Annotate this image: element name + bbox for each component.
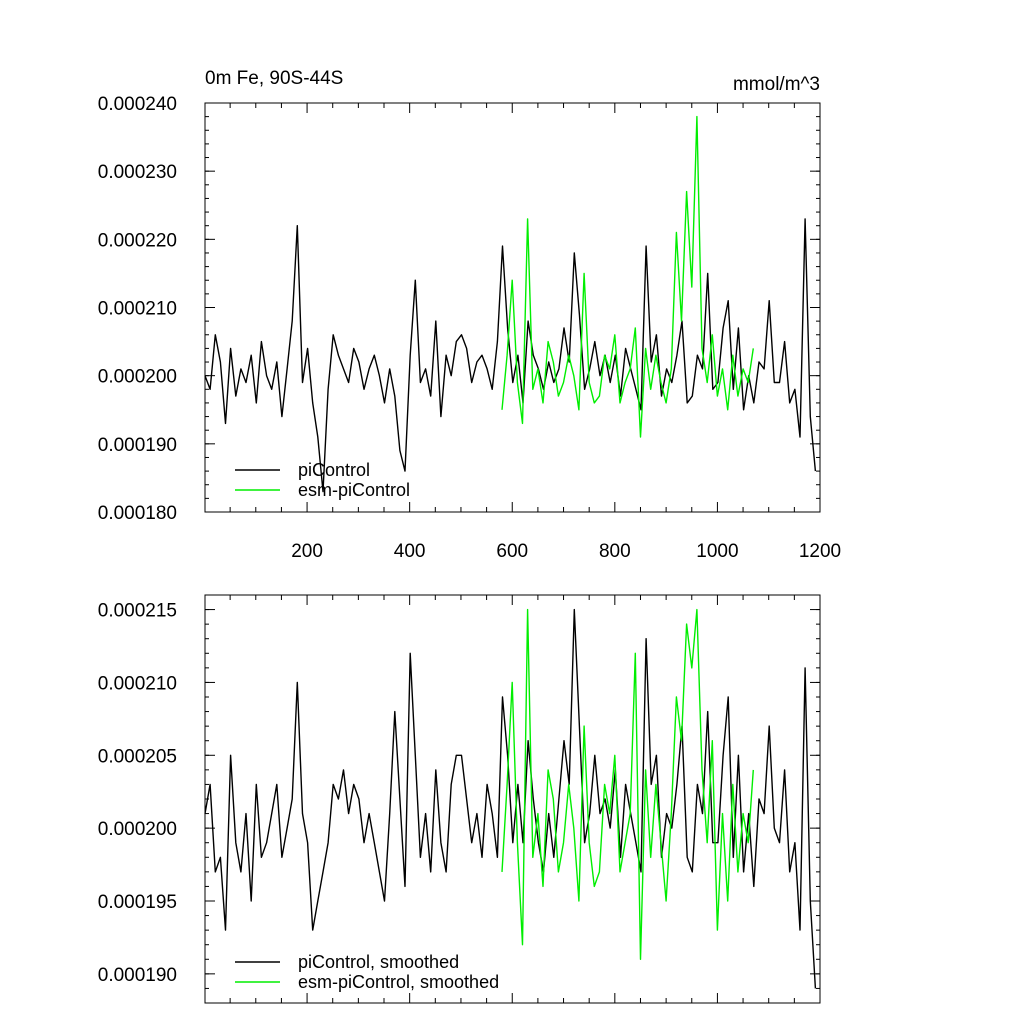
y-tick-label: 0.000215 [98,601,177,622]
x-tick-label: 1000 [696,541,738,562]
units-label: mmol/m^3 [733,74,820,95]
y-tick-label: 0.000180 [98,503,177,524]
x-tick-label: 800 [599,541,631,562]
y-tick-label: 0.000210 [98,673,177,694]
legend-label: piControl, smoothed [298,952,459,972]
series-line-picontrol-smoothed [204,608,817,989]
y-tick-label: 0.000220 [98,230,177,251]
y-tick-label: 0.000200 [98,367,177,388]
y-tick-label: 0.000230 [98,162,177,183]
plot-frame [204,102,821,513]
x-tick-label: 400 [394,541,426,562]
x-tick-label: 200 [291,541,323,562]
y-tick-label: 0.000240 [98,94,177,115]
plot-panel-2: 0.000190 0.000195 0.000200 0.000205 0.000210… [98,594,821,1004]
chart-title: 0m Fe, 90S-44S [205,68,343,89]
series-line-picontrol [204,218,817,493]
legend-label: esm-piControl, smoothed [298,972,499,992]
y-tick-label: 0.000190 [98,965,177,986]
y-tick-label: 0.000200 [98,819,177,840]
plot-frame [204,594,821,1004]
y-tick-label: 0.000205 [98,746,177,767]
plot-panel-1: 200 400 600 800 1000 1200 0.000180 0.000190 0.00… [98,94,841,562]
x-tick-label: 600 [496,541,528,562]
legend-label: esm-piControl [298,480,410,500]
legend-label: piControl [298,460,370,480]
y-tick-label: 0.000210 [98,299,177,320]
series-line-esm-picontrol-smoothed [501,608,754,960]
y-tick-label: 0.000190 [98,435,177,456]
series-line-esm-picontrol [501,115,754,438]
y-tick-label: 0.000195 [98,892,177,913]
x-tick-label: 1200 [799,541,841,562]
